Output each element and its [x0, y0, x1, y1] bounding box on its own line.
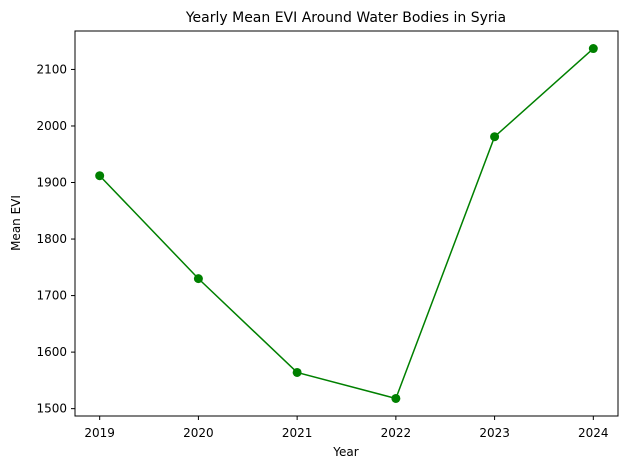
- series-line: [99, 47, 594, 400]
- data-point: [490, 132, 500, 142]
- x-tick-label: 2023: [479, 426, 510, 440]
- data-point: [391, 393, 401, 403]
- x-tick-label: 2022: [381, 426, 412, 440]
- y-tick-label: 1800: [36, 232, 67, 246]
- x-tick-label: 2024: [578, 426, 609, 440]
- y-axis: 1500 1600 1700 1800 1900 2000 2100: [36, 62, 75, 416]
- x-tick-label: 2020: [183, 426, 214, 440]
- x-axis: 2019 2020 2021 2022 2023 2024: [84, 416, 609, 440]
- x-tick-label: 2021: [282, 426, 313, 440]
- x-tick-label: 2019: [84, 426, 115, 440]
- y-axis-label: Mean EVI: [9, 195, 23, 251]
- data-point: [292, 367, 302, 377]
- data-point: [95, 171, 105, 181]
- data-point: [193, 274, 203, 284]
- y-tick-label: 2100: [36, 62, 67, 76]
- x-axis-label: Year: [332, 445, 358, 459]
- y-tick-label: 1600: [36, 345, 67, 359]
- chart-title: Yearly Mean EVI Around Water Bodies in S…: [185, 10, 506, 26]
- series-layer: [95, 44, 598, 403]
- y-tick-label: 1900: [36, 176, 67, 190]
- plot-area: [74, 30, 619, 417]
- y-tick-label: 2000: [36, 119, 67, 133]
- data-point: [588, 44, 598, 54]
- y-tick-label: 1700: [36, 289, 67, 303]
- y-tick-label: 1500: [36, 402, 67, 416]
